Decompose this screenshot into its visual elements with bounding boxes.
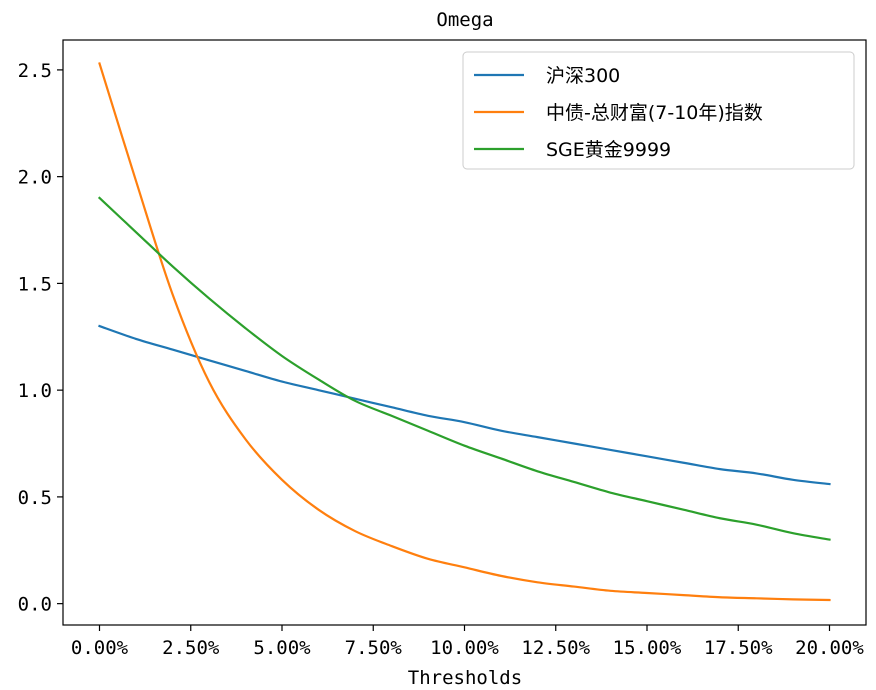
x-tick-label: 5.00%	[253, 637, 311, 659]
legend-label-1: 沪深300	[546, 65, 620, 87]
chart-title: Omega	[436, 9, 493, 31]
x-axis-title: Thresholds	[408, 667, 522, 689]
legend-box	[462, 51, 855, 170]
series-layer	[97, 62, 831, 602]
y-tick-label: 2.0	[18, 167, 52, 189]
x-tick-label: 17.50%	[704, 637, 773, 659]
x-tick-label: 0.00%	[71, 637, 129, 659]
series-line-3	[97, 196, 831, 541]
legend: 沪深300 中债-总财富(7-10年)指数 SGE黄金9999	[462, 51, 855, 170]
y-tick-label: 0.0	[18, 594, 52, 616]
x-tick-label: 15.00%	[613, 637, 682, 659]
series-line-1	[98, 324, 831, 486]
x-tick-label: 20.00%	[795, 637, 864, 659]
x-tick-label: 10.00%	[430, 637, 499, 659]
legend-label-3: SGE黄金9999	[546, 139, 671, 161]
y-tick-label: 1.5	[18, 273, 52, 295]
y-tick-label: 1.0	[18, 380, 52, 402]
y-tick-label: 2.5	[18, 60, 52, 82]
x-tick-label: 2.50%	[162, 637, 220, 659]
x-axis: 0.00% 2.50% 5.00% 7.50% 10.00% 12.50% 15.00% 17…	[71, 625, 864, 659]
legend-label-2: 中债-总财富(7-10年)指数	[546, 102, 763, 124]
series-line-2	[98, 62, 831, 602]
y-tick-label: 0.5	[18, 487, 52, 509]
x-tick-label: 7.50%	[345, 637, 403, 659]
x-tick-label: 12.50%	[521, 637, 590, 659]
y-axis: 0.0 0.5 1.0 1.5 2.0 2.5	[18, 60, 63, 616]
